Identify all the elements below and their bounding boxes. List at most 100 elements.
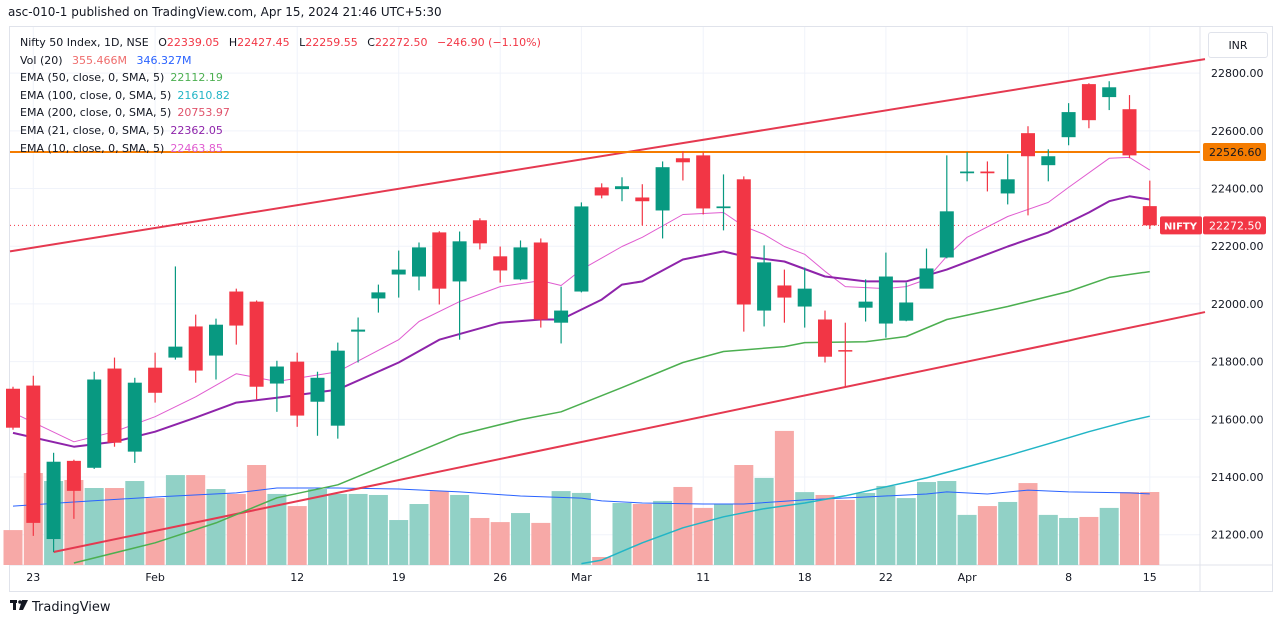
volume-bar <box>754 477 774 565</box>
volume-bar <box>368 494 388 565</box>
candle-body[interactable] <box>777 285 792 298</box>
volume-bar <box>490 522 510 565</box>
volume-bar <box>977 506 997 565</box>
volume-bar <box>165 475 185 565</box>
candle-body[interactable] <box>46 461 61 540</box>
candle-body[interactable] <box>412 247 426 277</box>
candle-body[interactable] <box>513 247 528 280</box>
candle-body[interactable] <box>838 350 853 352</box>
tradingview-brand[interactable]: TradingView <box>10 600 111 615</box>
price-tick-label: 22200.00 <box>1211 240 1264 253</box>
candle-body[interactable] <box>675 158 690 163</box>
candle-body[interactable] <box>66 460 81 491</box>
candle-body[interactable] <box>290 361 305 416</box>
candle-body[interactable] <box>736 179 751 305</box>
candle-body[interactable] <box>310 377 325 402</box>
candle-body[interactable] <box>1000 179 1015 194</box>
candle-body[interactable] <box>1122 109 1137 156</box>
volume-bar <box>84 487 104 565</box>
candle-body[interactable] <box>1102 87 1117 98</box>
candle-body[interactable] <box>757 262 772 311</box>
symbol-title: Nifty 50 Index, 1D, NSE <box>20 36 149 49</box>
volume-bar <box>267 493 287 565</box>
volume-bar <box>247 465 267 565</box>
candle-body[interactable] <box>615 186 629 190</box>
currency-button[interactable]: INR <box>1208 32 1268 58</box>
ema-line <box>12 195 1150 448</box>
candle-body[interactable] <box>574 206 589 292</box>
candle-body[interactable] <box>818 319 832 357</box>
candle-body[interactable] <box>188 326 203 371</box>
trendline[interactable] <box>53 311 1206 553</box>
candle-body[interactable] <box>696 155 711 209</box>
candle-body[interactable] <box>594 187 609 196</box>
candle-body[interactable] <box>635 197 650 202</box>
publish-info: asc-010-1 published on TradingView.com, … <box>8 5 442 19</box>
volume-bar <box>815 494 835 565</box>
ema-value: 22112.19 <box>170 71 223 85</box>
candle-body[interactable] <box>391 269 406 275</box>
legend-ema-row[interactable]: EMA (21, close, 0, SMA, 5) 22362.05 <box>20 122 541 140</box>
candle-body[interactable] <box>452 241 467 282</box>
candle-body[interactable] <box>797 288 812 307</box>
candle-body[interactable] <box>1061 112 1076 138</box>
volume-bar <box>287 506 307 565</box>
candle-body[interactable] <box>1021 133 1035 157</box>
volume-bar <box>226 493 246 565</box>
candle-body[interactable] <box>87 379 102 468</box>
price-tick-label: 21800.00 <box>1211 356 1264 369</box>
ohlc-open: O22339.05 <box>158 36 219 49</box>
legend-ema-row[interactable]: EMA (10, close, 0, SMA, 5) 22463.85 <box>20 140 541 158</box>
time-tick-label: 19 <box>392 571 406 584</box>
candle-body[interactable] <box>980 171 995 174</box>
candle-body[interactable] <box>655 167 670 211</box>
volume-bar <box>1059 517 1079 565</box>
candle-body[interactable] <box>533 242 548 320</box>
ema-value: 21610.82 <box>177 88 230 102</box>
volume-bar <box>308 489 327 565</box>
volume-bar <box>998 501 1018 565</box>
volume-bar <box>328 493 348 565</box>
symbol-badge-label: NIFTY <box>1164 221 1198 232</box>
candle-body[interactable] <box>127 382 142 452</box>
candle-body[interactable] <box>493 256 508 271</box>
candle-body[interactable] <box>878 276 893 324</box>
candle-body[interactable] <box>432 232 447 289</box>
candle-body[interactable] <box>554 310 569 323</box>
candle-body[interactable] <box>351 329 366 332</box>
candle-body[interactable] <box>26 385 41 523</box>
candle-body[interactable] <box>269 366 284 384</box>
legend-symbol-row[interactable]: Nifty 50 Index, 1D, NSE O22339.05 H22427… <box>20 34 541 52</box>
candle-body[interactable] <box>899 302 914 321</box>
legend-ema-row[interactable]: EMA (50, close, 0, SMA, 5) 22112.19 <box>20 69 541 87</box>
ema-value: 22463.85 <box>170 141 223 155</box>
candle-body[interactable] <box>168 346 183 358</box>
ema-label: EMA (50, close, 0, SMA, 5) <box>20 71 165 85</box>
price-tick-label: 21600.00 <box>1211 413 1264 426</box>
candle-body[interactable] <box>716 206 731 209</box>
trendline[interactable] <box>9 58 1206 253</box>
candle-body[interactable] <box>960 171 975 174</box>
candle-body[interactable] <box>209 324 223 356</box>
candle-body[interactable] <box>6 388 20 428</box>
legend-ema-row[interactable]: EMA (200, close, 0, SMA, 5) 20753.97 <box>20 104 541 122</box>
candle-body[interactable] <box>939 211 954 258</box>
candle-body[interactable] <box>858 301 873 308</box>
candle-body[interactable] <box>330 350 345 426</box>
candle-body[interactable] <box>1142 206 1157 226</box>
candle-body[interactable] <box>229 291 244 326</box>
candle-body[interactable] <box>249 301 264 387</box>
candle-body[interactable] <box>919 268 934 289</box>
candle-body[interactable] <box>371 292 386 299</box>
candle-body[interactable] <box>148 367 163 393</box>
time-tick-label: 15 <box>1143 571 1157 584</box>
candle-body[interactable] <box>107 368 122 443</box>
candle-body[interactable] <box>1081 84 1096 121</box>
volume-bar <box>957 514 977 565</box>
legend-volume-row[interactable]: Vol (20) 355.466M 346.327M <box>20 52 541 70</box>
legend-ema-row[interactable]: EMA (100, close, 0, SMA, 5) 21610.82 <box>20 87 541 105</box>
candle-body[interactable] <box>472 220 487 244</box>
candle-body[interactable] <box>1041 156 1056 166</box>
time-tick-label: 8 <box>1065 571 1072 584</box>
